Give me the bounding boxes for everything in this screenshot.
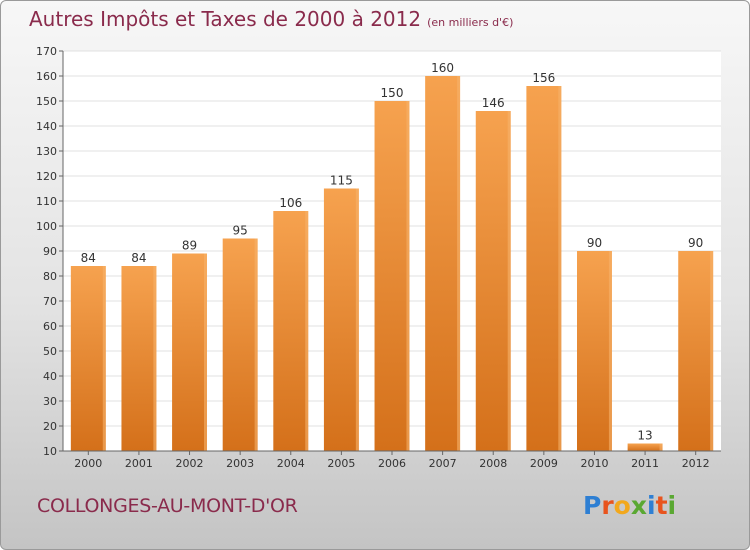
bar-value-label: 146: [482, 96, 505, 110]
x-tick-label: 2001: [125, 457, 153, 470]
x-tick-label: 2009: [530, 457, 558, 470]
proxiti-logo[interactable]: Proxiti: [583, 491, 676, 520]
bar-highlight: [153, 266, 157, 451]
bar-highlight: [710, 251, 714, 451]
x-tick-label: 2005: [327, 457, 355, 470]
bar-highlight: [507, 111, 511, 451]
bar: [273, 211, 309, 451]
bar-value-label: 13: [637, 429, 652, 443]
bar: [374, 101, 410, 451]
y-tick-label: 120: [36, 170, 57, 183]
y-tick-label: 40: [43, 370, 57, 383]
y-tick-label: 160: [36, 70, 57, 83]
logo-letter: P: [583, 491, 602, 520]
bar-value-label: 95: [233, 224, 248, 238]
bar-highlight: [102, 266, 106, 451]
bar: [475, 111, 511, 451]
bar-highlight: [608, 251, 612, 451]
bar: [121, 266, 157, 451]
bar-value-label: 160: [431, 61, 454, 75]
bar-highlight: [659, 443, 663, 451]
logo-letter: i: [647, 491, 656, 520]
y-tick-label: 100: [36, 220, 57, 233]
bar: [627, 443, 663, 451]
bar-value-label: 150: [381, 86, 404, 100]
x-tick-label: 2002: [176, 457, 204, 470]
logo-letter: r: [601, 491, 614, 520]
bar-highlight: [558, 86, 562, 451]
y-tick-label: 130: [36, 145, 57, 158]
bar-value-label: 84: [81, 251, 96, 265]
bar: [70, 266, 106, 451]
y-tick-label: 80: [43, 270, 57, 283]
bar-highlight: [457, 76, 461, 451]
y-tick-label: 90: [43, 245, 57, 258]
y-tick-label: 150: [36, 95, 57, 108]
y-tick-label: 60: [43, 320, 57, 333]
x-tick-label: 2011: [631, 457, 659, 470]
bar-value-label: 90: [587, 236, 602, 250]
y-tick-label: 170: [36, 45, 57, 58]
x-tick-label: 2004: [277, 457, 305, 470]
logo-letter: t: [655, 491, 668, 520]
x-tick-label: 2003: [226, 457, 254, 470]
bar-highlight: [254, 238, 258, 451]
bar-value-label: 106: [279, 196, 302, 210]
x-tick-label: 2010: [580, 457, 608, 470]
bar: [172, 253, 208, 451]
chart-title: Autres Impôts et Taxes de 2000 à 2012 (en…: [29, 7, 513, 31]
commune-name: COLLONGES-AU-MONT-D'OR: [37, 495, 298, 517]
logo-letter: o: [613, 491, 631, 520]
x-tick-label: 2008: [479, 457, 507, 470]
bar: [323, 188, 359, 451]
x-tick-label: 2007: [429, 457, 457, 470]
y-tick-label: 30: [43, 395, 57, 408]
bars: 84 84 89 95 106 115 150 160 146 156 90 13 90: [70, 61, 714, 451]
bar-value-label: 84: [131, 251, 146, 265]
y-tick-label: 10: [43, 445, 57, 458]
chart-title-text: Autres Impôts et Taxes de 2000 à 2012: [29, 7, 422, 31]
bar: [576, 251, 612, 451]
bar-value-label: 156: [532, 71, 555, 85]
bar-value-label: 90: [688, 236, 703, 250]
bar-highlight: [406, 101, 410, 451]
x-tick-label: 2006: [378, 457, 406, 470]
logo-letter: i: [667, 491, 677, 520]
bar: [526, 86, 562, 451]
bar: [425, 76, 461, 451]
y-tick-label: 20: [43, 420, 57, 433]
bar-highlight: [355, 188, 359, 451]
x-tick-label: 2012: [682, 457, 710, 470]
unit-label: (en milliers d'€): [427, 16, 514, 29]
y-tick-label: 70: [43, 295, 57, 308]
y-tick-label: 110: [36, 195, 57, 208]
bar-highlight: [305, 211, 309, 451]
y-tick-label: 140: [36, 120, 57, 133]
bar: [222, 238, 258, 451]
axes: 10 20 30 40 50 60 70 80 90 100 110 120 130 140 150 160 1…: [36, 45, 721, 470]
y-tick-label: 50: [43, 345, 57, 358]
logo-letter: x: [630, 491, 647, 520]
bar-highlight: [204, 253, 208, 451]
bar-value-label: 89: [182, 239, 197, 253]
bar: [678, 251, 714, 451]
x-tick-label: 2000: [74, 457, 102, 470]
bar-value-label: 115: [330, 174, 353, 188]
